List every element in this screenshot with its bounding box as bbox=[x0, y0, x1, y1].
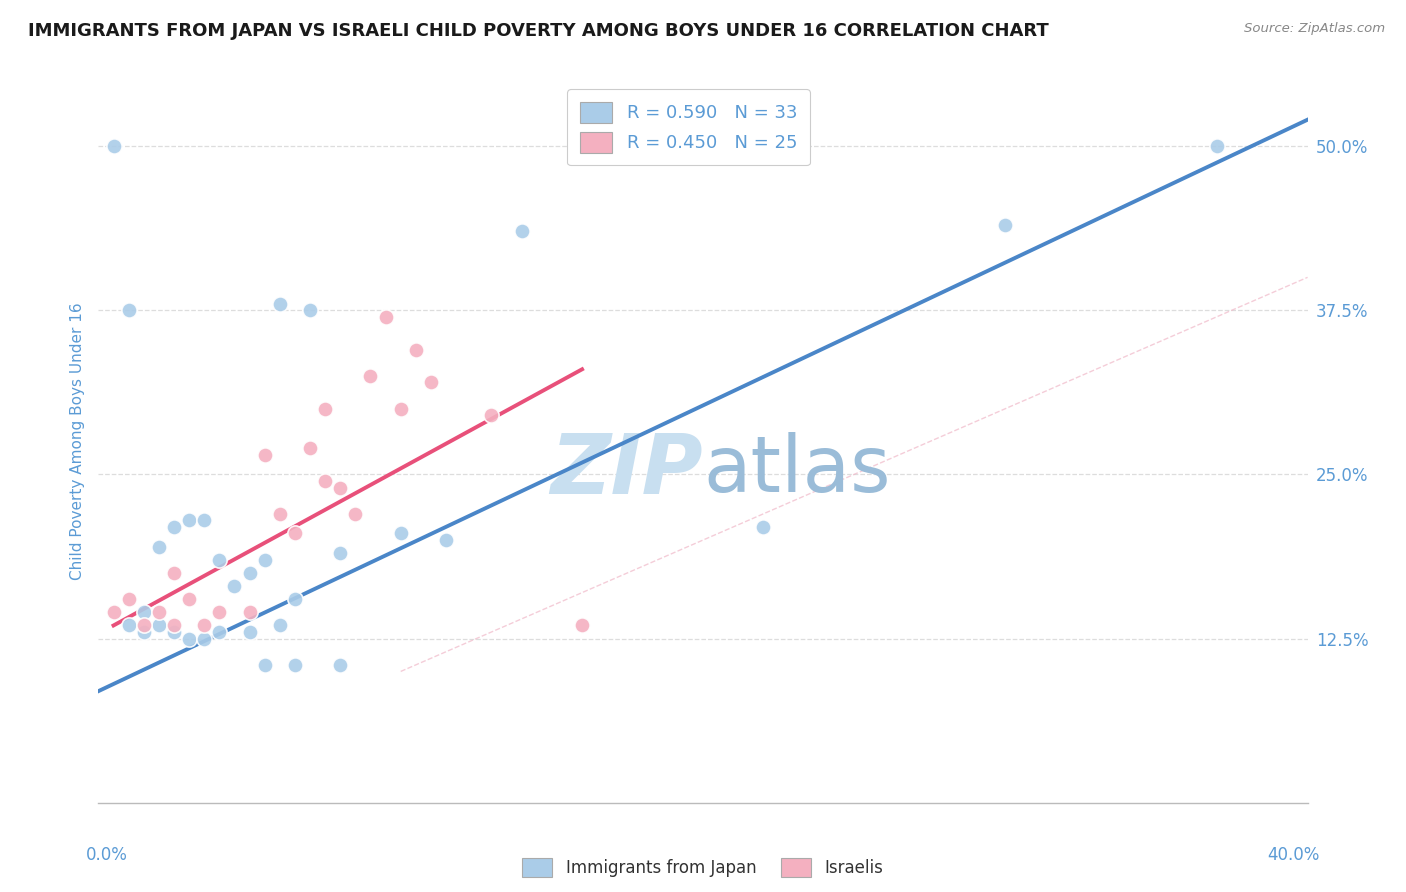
Point bbox=[179, 513, 201, 527]
Point bbox=[179, 632, 201, 646]
Point bbox=[481, 409, 503, 423]
Text: 40.0%: 40.0% bbox=[1267, 847, 1320, 864]
Text: ZIP: ZIP bbox=[550, 430, 703, 511]
Point bbox=[284, 592, 307, 607]
Point bbox=[420, 376, 443, 390]
Point bbox=[253, 553, 276, 567]
Point bbox=[118, 592, 141, 607]
Point bbox=[314, 474, 336, 488]
Point bbox=[208, 553, 231, 567]
Text: atlas: atlas bbox=[703, 433, 890, 508]
Point bbox=[148, 605, 170, 619]
Point bbox=[208, 625, 231, 640]
Point bbox=[571, 618, 593, 632]
Point bbox=[239, 566, 262, 580]
Point bbox=[510, 224, 533, 238]
Text: IMMIGRANTS FROM JAPAN VS ISRAELI CHILD POVERTY AMONG BOYS UNDER 16 CORRELATION C: IMMIGRANTS FROM JAPAN VS ISRAELI CHILD P… bbox=[28, 22, 1049, 40]
Point bbox=[434, 533, 457, 547]
Point bbox=[224, 579, 246, 593]
Point bbox=[994, 218, 1017, 232]
Point bbox=[163, 520, 186, 534]
Point bbox=[163, 618, 186, 632]
Point bbox=[148, 618, 170, 632]
Point bbox=[329, 481, 352, 495]
Point bbox=[374, 310, 396, 324]
Y-axis label: Child Poverty Among Boys Under 16: Child Poverty Among Boys Under 16 bbox=[69, 302, 84, 581]
Text: 0.0%: 0.0% bbox=[86, 847, 128, 864]
Point bbox=[193, 632, 215, 646]
Point bbox=[193, 513, 215, 527]
Point bbox=[329, 546, 352, 560]
Point bbox=[208, 605, 231, 619]
Point bbox=[132, 618, 155, 632]
Point bbox=[329, 657, 352, 672]
Point bbox=[118, 303, 141, 318]
Point bbox=[284, 526, 307, 541]
Point bbox=[239, 625, 262, 640]
Point bbox=[389, 401, 412, 416]
Point bbox=[193, 618, 215, 632]
Point bbox=[269, 507, 291, 521]
Point bbox=[132, 625, 155, 640]
Point bbox=[284, 657, 307, 672]
Point bbox=[389, 526, 412, 541]
Point bbox=[163, 566, 186, 580]
Point bbox=[752, 520, 775, 534]
Point bbox=[405, 343, 427, 357]
Point bbox=[314, 401, 336, 416]
Point bbox=[103, 605, 125, 619]
Legend: Immigrants from Japan, Israelis: Immigrants from Japan, Israelis bbox=[516, 851, 890, 883]
Point bbox=[299, 441, 322, 455]
Point bbox=[132, 605, 155, 619]
Point bbox=[269, 296, 291, 310]
Point bbox=[269, 618, 291, 632]
Point bbox=[299, 303, 322, 318]
Point bbox=[1206, 139, 1229, 153]
Point bbox=[253, 448, 276, 462]
Point bbox=[118, 618, 141, 632]
Point bbox=[179, 592, 201, 607]
Text: Source: ZipAtlas.com: Source: ZipAtlas.com bbox=[1244, 22, 1385, 36]
Point bbox=[148, 540, 170, 554]
Point bbox=[163, 625, 186, 640]
Point bbox=[344, 507, 367, 521]
Point bbox=[239, 605, 262, 619]
Point bbox=[360, 368, 382, 383]
Point bbox=[253, 657, 276, 672]
Point bbox=[103, 139, 125, 153]
